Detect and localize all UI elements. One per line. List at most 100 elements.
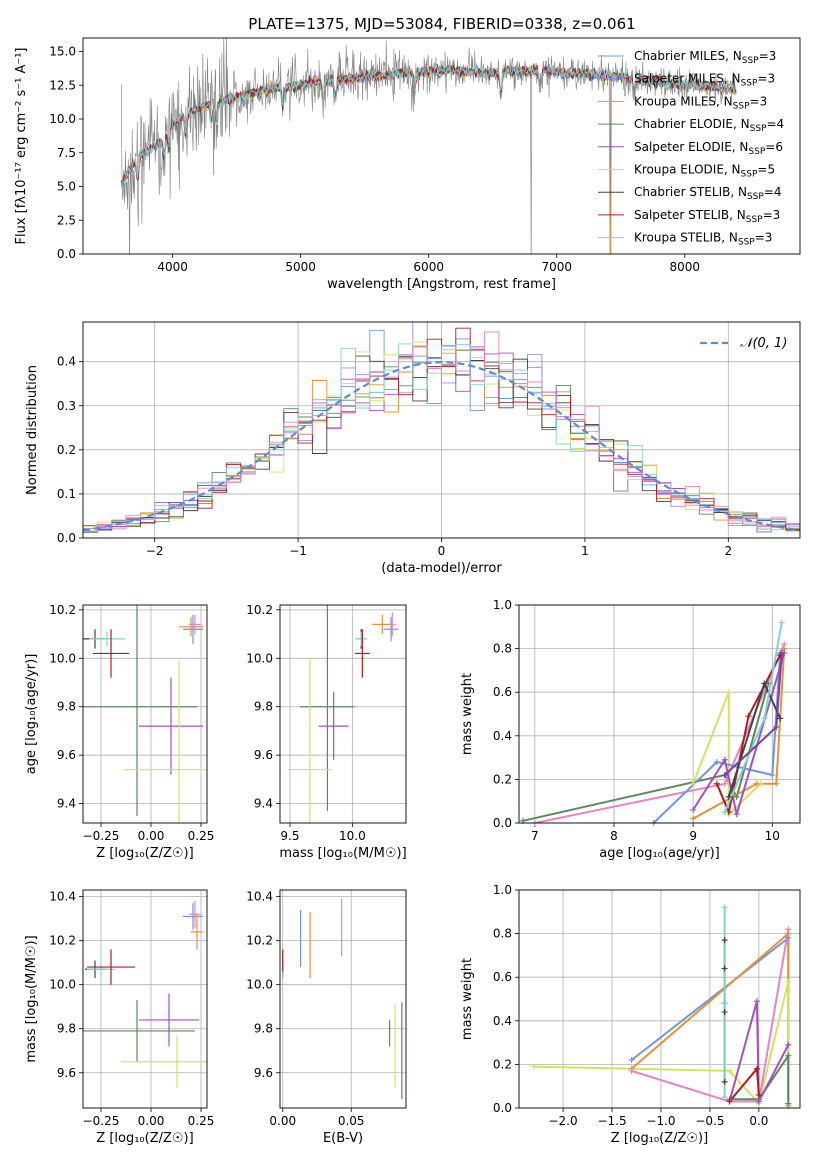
mass-weight-marker bbox=[721, 1009, 728, 1016]
x-tick-label: −2 bbox=[146, 544, 164, 558]
legend-subscript: SSP bbox=[747, 192, 764, 202]
axes-frame bbox=[279, 889, 407, 1109]
y-tick-label: 0.8 bbox=[493, 927, 512, 941]
grid-lines bbox=[280, 890, 406, 1108]
residual-histogram bbox=[83, 327, 800, 538]
y-axis-label: mass weight bbox=[460, 958, 475, 1040]
legend-suffix: =3 bbox=[763, 208, 781, 222]
y-tick-label: 0.0 bbox=[493, 816, 512, 830]
legend-suffix: =6 bbox=[765, 140, 783, 154]
grid-lines bbox=[83, 605, 207, 823]
axes-frame bbox=[82, 604, 208, 824]
x-tick-label: 10 bbox=[765, 829, 780, 843]
mass-weight-marker bbox=[785, 978, 792, 985]
data-point-errorbar bbox=[89, 631, 125, 647]
x-axis-label: Z [log₁₀(Z/Z☉)] bbox=[611, 1131, 708, 1146]
figure-title: PLATE=1375, MJD=53084, FIBERID=0338, z=0… bbox=[248, 15, 635, 33]
mass-weight-marker bbox=[726, 1067, 733, 1074]
axes-frame bbox=[518, 604, 801, 824]
panel-mass-vs-EBV: 0.00 0.05 9.6 9.8 10.0 10.2 10.4 E(B-V) bbox=[246, 889, 407, 1146]
legend-name: Chabrier MILES, N bbox=[634, 49, 742, 63]
legend-entry: Chabrier ELODIE, NSSP=4 bbox=[634, 117, 784, 134]
x-tick-label: 0.00 bbox=[138, 1114, 165, 1128]
x-tick-label: 7 bbox=[531, 829, 539, 843]
y-tick-label: 0.4 bbox=[493, 1014, 512, 1028]
x-tick-label: 0 bbox=[438, 544, 446, 558]
mass-weight-marker bbox=[628, 1067, 635, 1074]
data-point-errorbar bbox=[372, 614, 393, 635]
y-tick-label: 0.4 bbox=[493, 729, 512, 743]
x-axis-label: Z [log₁₀(Z/Z☉)] bbox=[96, 1131, 193, 1146]
mass-weight-marker bbox=[733, 793, 740, 800]
y-tick-label: 1.0 bbox=[493, 883, 512, 897]
legend-suffix: =4 bbox=[766, 117, 784, 131]
y-tick-label: 15.0 bbox=[49, 45, 76, 59]
axes-frame bbox=[82, 37, 801, 255]
mass-weight-marker bbox=[690, 806, 697, 813]
mass-weight-marker bbox=[721, 965, 728, 972]
x-tick-label: 7000 bbox=[541, 260, 572, 274]
x-tick-label: 0.05 bbox=[338, 1114, 365, 1128]
mass-weight-marker bbox=[753, 780, 760, 787]
mass-weight-marker bbox=[713, 758, 720, 765]
y-tick-label: 9.6 bbox=[254, 748, 273, 762]
panel-weight-vs-age: 7 8 9 10 0.0 0.2 0.4 0.6 0.8 1.0 age [log₁₀(age/yr… bbox=[460, 598, 801, 861]
legend-name: Salpeter ELODIE, N bbox=[634, 140, 748, 154]
plot-area bbox=[83, 605, 207, 823]
x-axis-label: E(B-V) bbox=[323, 1131, 363, 1146]
mass-weight-marker bbox=[690, 780, 697, 787]
mass-weight-marker bbox=[773, 780, 780, 787]
panel-residuals: −2 −1 0 1 2 0.0 0.1 0.2 0.3 0.4 (data-model)/error… bbox=[25, 321, 801, 576]
mass-weight-marker bbox=[690, 815, 697, 822]
legend-entry: Salpeter STELIB, NSSP=3 bbox=[634, 208, 780, 225]
plot-area bbox=[83, 322, 800, 538]
mass-weight-marker bbox=[721, 809, 728, 816]
data-point-errorbar bbox=[287, 658, 333, 823]
plot-area bbox=[282, 898, 403, 1100]
legend-name: Kroupa MILES, N bbox=[634, 94, 733, 108]
data-point-errorbar bbox=[87, 949, 135, 985]
data-point-errorbar bbox=[354, 629, 370, 678]
panel-weight-vs-Z: −2.0 −1.5 −1.0 −0.5 0.0 0.0 0.2 0.4 0.6 0.8 1.0 Z [… bbox=[460, 883, 801, 1146]
legend-entry: Salpeter MILES, NSSP=3 bbox=[634, 72, 775, 89]
legend-subscript: SSP bbox=[742, 56, 759, 66]
y-tick-label: 10.2 bbox=[246, 603, 273, 617]
y-axis-label: age [log₁₀(age/yr)] bbox=[24, 654, 39, 775]
mass-weight-marker bbox=[721, 1078, 728, 1085]
residual-histogram bbox=[83, 331, 800, 538]
mass-weight-marker bbox=[761, 715, 768, 722]
x-tick-label: 0.0 bbox=[749, 1114, 768, 1128]
y-tick-label: 9.6 bbox=[57, 748, 76, 762]
mass-weight-marker bbox=[721, 772, 728, 779]
x-tick-label: 5000 bbox=[285, 260, 316, 274]
data-point-errorbar bbox=[299, 605, 355, 811]
plot-area bbox=[120, 38, 737, 254]
y-tick-label: 7.5 bbox=[57, 146, 76, 160]
y-axis-label: Flux [fλ10⁻¹⁷ erg cm⁻² s⁻¹ A⁻¹] bbox=[14, 48, 29, 245]
y-tick-label: 1.0 bbox=[493, 598, 512, 612]
legend-entry: Chabrier MILES, NSSP=3 bbox=[634, 49, 776, 66]
mass-weight-marker bbox=[785, 1052, 792, 1059]
legend-subscript: SSP bbox=[738, 238, 755, 248]
mass-weight-marker bbox=[628, 1057, 635, 1064]
x-tick-label: 0.25 bbox=[188, 829, 215, 843]
legend-subscript: SSP bbox=[741, 79, 758, 89]
x-tick-label: −0.5 bbox=[695, 1114, 724, 1128]
mass-weight-marker bbox=[785, 1100, 792, 1107]
x-axis-label: mass [log₁₀(M/M☉)] bbox=[279, 846, 406, 861]
y-tick-label: 0.2 bbox=[493, 1057, 512, 1071]
x-axis-label: Z [log₁₀(Z/Z☉)] bbox=[96, 846, 193, 861]
data-point-errorbar bbox=[183, 903, 203, 930]
axes-frame bbox=[82, 321, 801, 539]
legend-name: Salpeter STELIB, N bbox=[634, 208, 746, 222]
x-axis-label: age [log₁₀(age/yr)] bbox=[599, 846, 720, 861]
y-tick-label: 0.2 bbox=[57, 443, 76, 457]
y-tick-label: 9.4 bbox=[57, 797, 76, 811]
axes-frame bbox=[518, 889, 801, 1109]
data-point-errorbar bbox=[383, 617, 399, 642]
mass-weight-marker bbox=[785, 1041, 792, 1048]
mass-weight-marker bbox=[733, 811, 740, 818]
x-tick-label: −2.0 bbox=[548, 1114, 577, 1128]
axes-frame bbox=[279, 604, 407, 824]
